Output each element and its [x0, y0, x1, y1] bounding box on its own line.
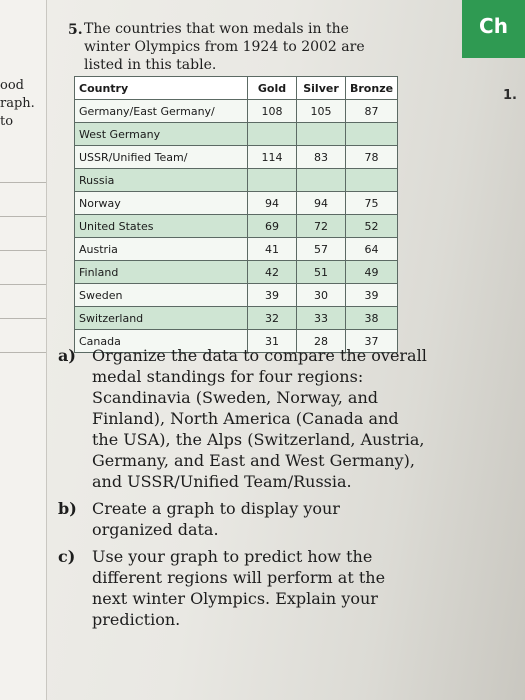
cell-silver: [296, 168, 346, 192]
part-line: next winter Olympics. Explain your: [92, 589, 378, 608]
cell-silver: 30: [296, 283, 346, 307]
cell-bronze: 49: [344, 260, 399, 284]
cell-silver: 83: [296, 145, 346, 169]
part-a: a) Organize the data to compare the over…: [58, 345, 427, 492]
ruled-line: [0, 284, 46, 285]
margin-number: 1.: [503, 88, 517, 103]
question-intro: The countries that won medals in the win…: [84, 20, 374, 74]
table-row: West Germany: [74, 122, 399, 146]
cell-silver: 105: [296, 99, 346, 123]
question-number: 5.: [68, 22, 83, 38]
cell-gold: 31: [247, 329, 297, 353]
cell-country: Austria: [74, 237, 248, 261]
part-c: c) Use your graph to predict how the dif…: [58, 546, 418, 630]
intro-line: winter Olympics from 1924 to 2002 are: [84, 39, 365, 55]
cell-gold: 94: [247, 191, 297, 215]
cell-bronze: 39: [344, 283, 399, 307]
cell-country: Russia: [74, 168, 248, 192]
cell-country: West Germany: [74, 122, 248, 146]
margin-fragment: to: [0, 114, 14, 129]
question-parts: a) Organize the data to compare the over…: [58, 345, 427, 636]
part-line: Scandinavia (Sweden, Norway, and: [92, 388, 378, 407]
cell-country: United States: [74, 214, 248, 238]
cell-bronze: 64: [344, 237, 399, 261]
ruled-line: [0, 352, 46, 353]
intro-line: The countries that won medals in the: [84, 21, 349, 37]
part-line: and USSR/Unified Team/Russia.: [92, 472, 352, 491]
part-line: Create a graph to display your: [92, 499, 340, 518]
cell-gold: 41: [247, 237, 297, 261]
margin-fragment: raph.: [0, 96, 35, 111]
cell-country: Finland: [74, 260, 248, 284]
cell-silver: 33: [296, 306, 346, 330]
part-label: a): [58, 346, 76, 365]
table-row: Finland 42 51 49: [74, 260, 399, 284]
cell-bronze: 78: [344, 145, 399, 169]
cell-gold: [247, 122, 297, 146]
part-label: c): [58, 547, 76, 566]
margin-fragment: ood: [0, 78, 24, 93]
cell-country: Switzerland: [74, 306, 248, 330]
ruled-line: [0, 250, 46, 251]
header-country: Country: [74, 76, 248, 100]
table-row: Canada 31 28 37: [74, 329, 399, 353]
chapter-tab: Ch: [462, 0, 525, 58]
header-gold: Gold: [247, 76, 297, 100]
table-row: Norway 94 94 75: [74, 191, 399, 215]
ruled-line: [0, 182, 46, 183]
cell-bronze: [344, 168, 399, 192]
table-header-row: Country Gold Silver Bronze: [74, 76, 399, 100]
table-row: USSR/Unified Team/114 83 78: [74, 145, 399, 169]
table-row: Germany/East Germany/108 105 87: [74, 99, 399, 123]
cell-silver: 94: [296, 191, 346, 215]
cell-gold: 32: [247, 306, 297, 330]
part-line: Organize the data to compare the overall: [92, 346, 427, 365]
cell-silver: 51: [296, 260, 346, 284]
table-row: United States 69 72 52: [74, 214, 399, 238]
cell-bronze: 52: [344, 214, 399, 238]
part-label: b): [58, 499, 77, 518]
cell-gold: 42: [247, 260, 297, 284]
medal-table: Country Gold Silver Bronze Germany/East …: [74, 76, 399, 353]
cell-bronze: 38: [344, 306, 399, 330]
part-b: b) Create a graph to display your organi…: [58, 498, 418, 540]
cell-silver: 57: [296, 237, 346, 261]
part-line: Use your graph to predict how the: [92, 547, 373, 566]
table-row: Austria 41 57 64: [74, 237, 399, 261]
cell-gold: 108: [247, 99, 297, 123]
cell-country: Norway: [74, 191, 248, 215]
part-line: Finland), North America (Canada and: [92, 409, 399, 428]
table-row: Sweden 39 30 39: [74, 283, 399, 307]
ruled-line: [0, 216, 46, 217]
part-line: Germany, and East and West Germany),: [92, 451, 415, 470]
part-line: medal standings for four regions:: [92, 367, 364, 386]
cell-bronze: 75: [344, 191, 399, 215]
cell-country: USSR/Unified Team/: [74, 145, 248, 169]
header-silver: Silver: [296, 76, 346, 100]
cell-country: Canada: [74, 329, 248, 353]
cell-bronze: 37: [344, 329, 399, 353]
ruled-line: [0, 318, 46, 319]
cell-silver: 72: [296, 214, 346, 238]
cell-bronze: 87: [344, 99, 399, 123]
cell-gold: 39: [247, 283, 297, 307]
part-line: different regions will perform at the: [92, 568, 386, 587]
part-line: prediction.: [92, 610, 181, 629]
header-bronze: Bronze: [344, 76, 399, 100]
cell-gold: 114: [247, 145, 297, 169]
cell-silver: 28: [296, 329, 346, 353]
cell-gold: 69: [247, 214, 297, 238]
part-line: organized data.: [92, 520, 219, 539]
cell-gold: [247, 168, 297, 192]
table-row: Switzerland 32 33 38: [74, 306, 399, 330]
intro-line: listed in this table.: [84, 57, 217, 73]
cell-country: Germany/East Germany/: [74, 99, 248, 123]
cell-bronze: [344, 122, 399, 146]
cell-silver: [296, 122, 346, 146]
part-line: the USA), the Alps (Switzerland, Austria…: [92, 430, 425, 449]
left-page-margin: ood raph. to: [0, 0, 47, 700]
table-row: Russia: [74, 168, 399, 192]
cell-country: Sweden: [74, 283, 248, 307]
